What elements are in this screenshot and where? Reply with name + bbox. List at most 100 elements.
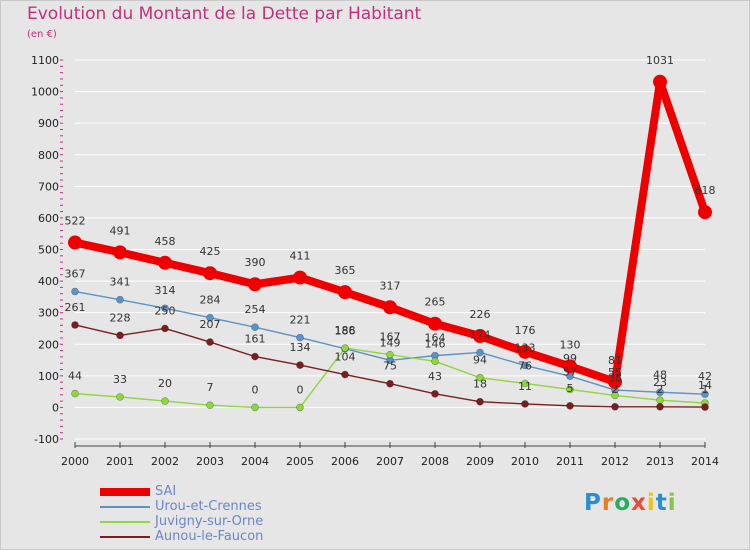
data-point xyxy=(563,359,577,374)
data-label: 425 xyxy=(200,245,221,258)
data-label: 99 xyxy=(563,352,577,365)
x-tick-label: 2003 xyxy=(196,455,224,468)
y-tick-label: 600 xyxy=(38,212,59,225)
data-point xyxy=(116,393,124,401)
data-point xyxy=(698,205,712,220)
legend-item: Urou-et-Crennes xyxy=(100,499,400,514)
data-point xyxy=(701,390,709,398)
data-label: 1 xyxy=(702,383,709,396)
data-point xyxy=(521,379,529,388)
data-label: 94 xyxy=(473,354,487,367)
data-point xyxy=(206,338,214,346)
legend-swatch xyxy=(100,506,150,508)
data-point xyxy=(113,245,127,260)
y-tick-label: 1100 xyxy=(31,54,59,67)
data-label: 75 xyxy=(383,360,397,373)
legend-item: SAI xyxy=(100,484,400,499)
data-label: 0 xyxy=(297,383,304,396)
x-tick-label: 2004 xyxy=(241,455,269,468)
chart-title: Evolution du Montant de la Dette par Hab… xyxy=(27,4,422,24)
data-point xyxy=(476,373,484,382)
data-point xyxy=(68,235,82,250)
data-label: 411 xyxy=(290,250,311,263)
x-tick-label: 2005 xyxy=(286,455,314,468)
data-label: 44 xyxy=(68,370,82,383)
data-label: 317 xyxy=(380,279,401,292)
legend-label: Aunou-le-Faucon xyxy=(155,529,264,544)
data-label: 18 xyxy=(473,378,487,391)
data-label: 33 xyxy=(113,373,127,386)
data-point xyxy=(653,74,667,89)
data-point xyxy=(518,344,532,359)
legend-item: Aunou-le-Faucon xyxy=(100,529,400,544)
data-label: 261 xyxy=(65,301,86,314)
data-point xyxy=(296,333,304,342)
data-label: 341 xyxy=(110,276,131,289)
data-label: 1031 xyxy=(646,54,674,67)
logo-letter: i xyxy=(667,490,677,516)
data-label: 11 xyxy=(518,380,532,393)
data-point xyxy=(158,255,172,270)
data-point xyxy=(386,350,394,359)
data-label: 146 xyxy=(425,337,446,350)
data-label: 43 xyxy=(428,370,442,383)
data-point xyxy=(476,397,484,406)
x-tick-label: 2011 xyxy=(556,455,584,468)
data-label: 164 xyxy=(425,332,446,345)
series-points xyxy=(68,74,712,412)
data-label: 284 xyxy=(200,294,221,307)
data-point xyxy=(203,266,217,281)
y-tick-label: 900 xyxy=(38,117,59,130)
x-tick-label: 2007 xyxy=(376,455,404,468)
data-point xyxy=(161,324,169,333)
data-point xyxy=(656,388,664,397)
data-point xyxy=(206,313,214,322)
data-label: 2 xyxy=(612,383,619,396)
y-tick-label: 700 xyxy=(38,180,59,193)
data-label: 265 xyxy=(425,296,446,309)
y-tick-label: 800 xyxy=(38,149,59,162)
data-label: 7 xyxy=(207,381,214,394)
data-label: 20 xyxy=(158,377,172,390)
logo-letter: x xyxy=(631,490,647,516)
data-point xyxy=(161,397,169,405)
legend-label: Juvigny-sur-Orne xyxy=(155,514,264,529)
y-tick-label: 300 xyxy=(38,307,59,320)
y-tick-label: 200 xyxy=(38,338,59,351)
x-tick-label: 2009 xyxy=(466,455,494,468)
legend-label: Urou-et-Crennes xyxy=(155,499,262,514)
data-label: 221 xyxy=(290,314,311,327)
data-label: 176 xyxy=(515,324,536,337)
data-label: 367 xyxy=(65,268,86,281)
data-label: 228 xyxy=(110,311,131,324)
data-point xyxy=(608,374,622,389)
data-point xyxy=(383,300,397,315)
logo-letter: P xyxy=(584,490,602,516)
data-point xyxy=(71,287,79,296)
data-label: 0 xyxy=(252,383,259,396)
legend-label: SAI xyxy=(155,484,177,499)
x-tick-label: 2000 xyxy=(61,455,89,468)
y-tick-label: 100 xyxy=(38,370,59,383)
x-tick-label: 2010 xyxy=(511,455,539,468)
y-tick-label: -100 xyxy=(34,433,59,446)
x-tick-label: 2014 xyxy=(691,455,719,468)
data-point xyxy=(116,295,124,304)
data-label: 226 xyxy=(470,308,491,321)
data-label: 2 xyxy=(657,383,664,396)
data-label: 55 xyxy=(608,366,622,379)
data-label: 186 xyxy=(335,325,356,338)
data-label: 149 xyxy=(380,336,401,349)
x-tick-label: 2002 xyxy=(151,455,179,468)
y-tick-label: 1000 xyxy=(31,86,59,99)
data-label: 314 xyxy=(155,284,176,297)
data-label: 522 xyxy=(65,215,86,228)
data-label: 174 xyxy=(470,328,491,341)
data-point xyxy=(293,270,307,285)
data-point xyxy=(431,390,439,398)
data-point xyxy=(116,331,124,340)
data-point xyxy=(656,396,664,404)
data-point xyxy=(611,402,619,411)
data-point xyxy=(71,321,79,329)
